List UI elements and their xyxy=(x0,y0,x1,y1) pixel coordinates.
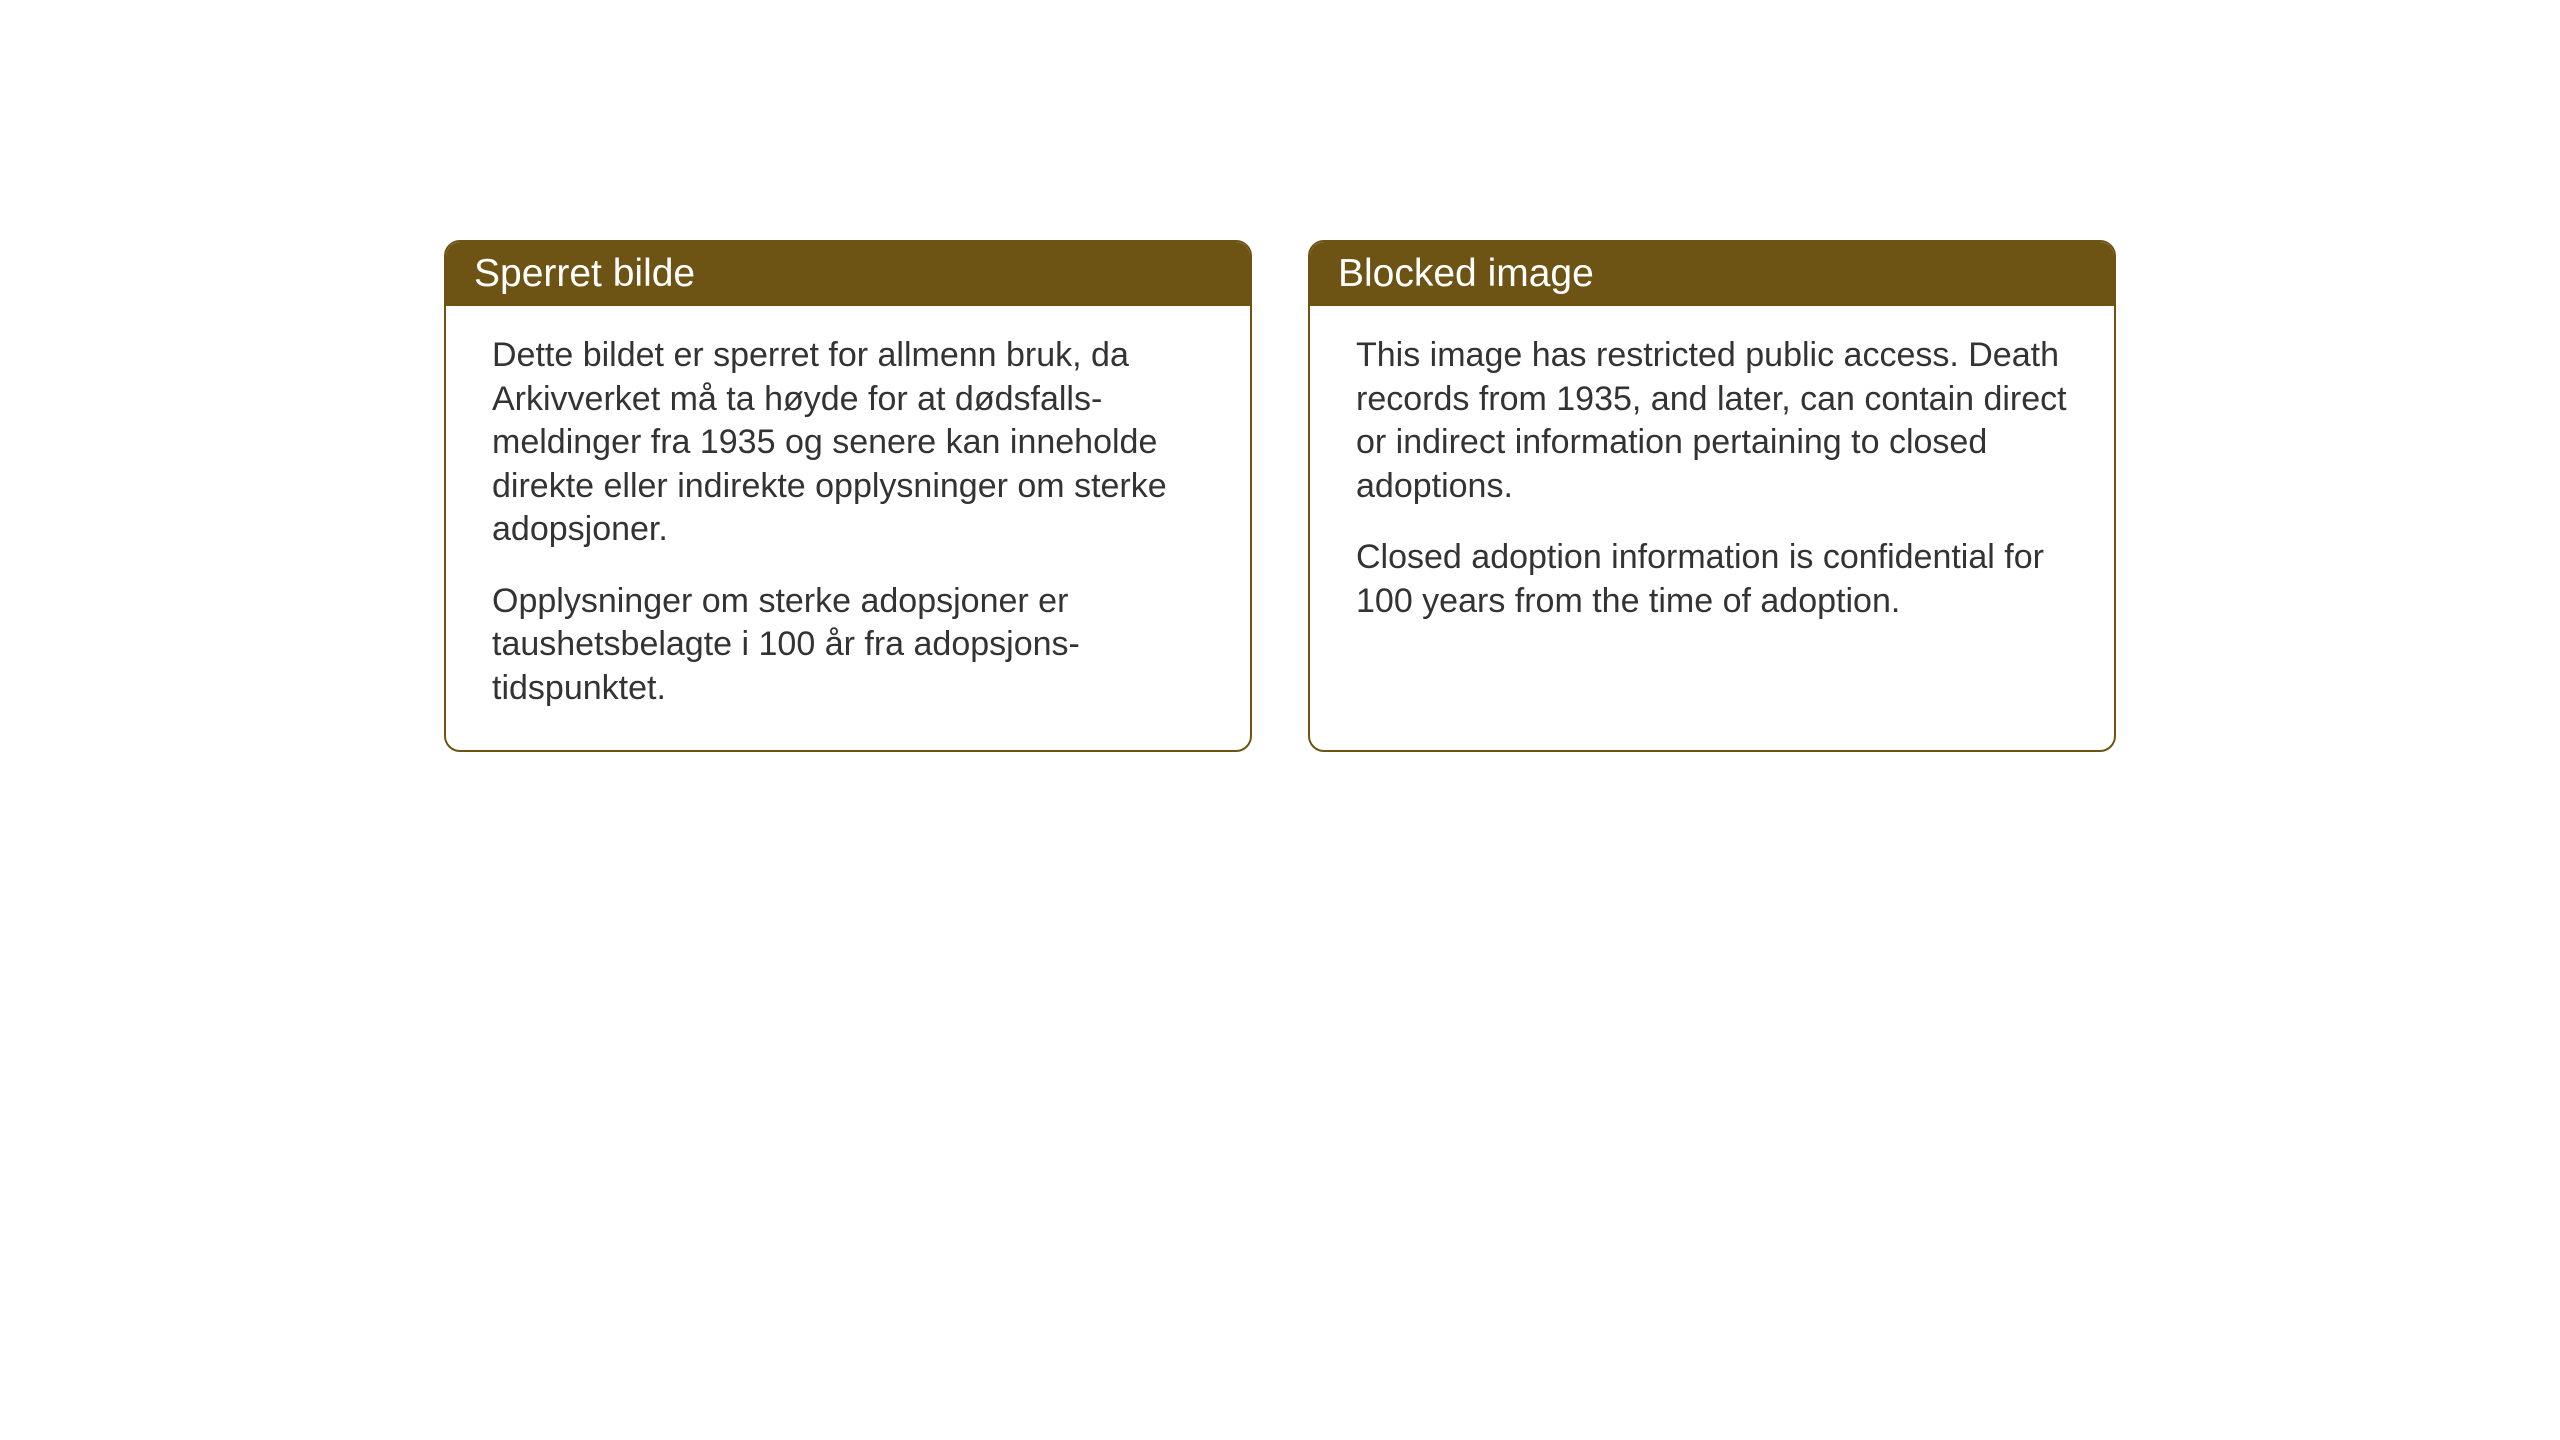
notice-container: Sperret bilde Dette bildet er sperret fo… xyxy=(444,240,2116,752)
notice-paragraph-english-1: This image has restricted public access.… xyxy=(1356,334,2068,508)
notice-paragraph-english-2: Closed adoption information is confident… xyxy=(1356,536,2068,623)
notice-box-english: Blocked image This image has restricted … xyxy=(1308,240,2116,752)
notice-title-english: Blocked image xyxy=(1338,252,1594,295)
notice-header-norwegian: Sperret bilde xyxy=(446,242,1250,306)
notice-body-norwegian: Dette bildet er sperret for allmenn bruk… xyxy=(446,306,1250,750)
notice-paragraph-norwegian-1: Dette bildet er sperret for allmenn bruk… xyxy=(492,334,1204,552)
notice-body-english: This image has restricted public access.… xyxy=(1310,306,2114,663)
notice-title-norwegian: Sperret bilde xyxy=(474,252,695,295)
notice-header-english: Blocked image xyxy=(1310,242,2114,306)
notice-box-norwegian: Sperret bilde Dette bildet er sperret fo… xyxy=(444,240,1252,752)
notice-paragraph-norwegian-2: Opplysninger om sterke adopsjoner er tau… xyxy=(492,580,1204,711)
